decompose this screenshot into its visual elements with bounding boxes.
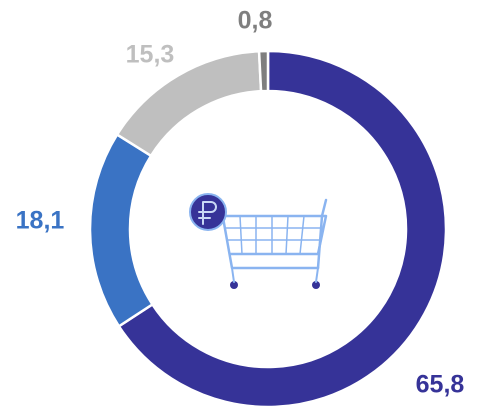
- data-label: 15,3: [126, 41, 175, 69]
- donut-segment: [117, 49, 448, 409]
- data-label: 18,1: [16, 207, 65, 235]
- data-label: 0,8: [238, 7, 273, 35]
- donut-segment: [257, 49, 270, 93]
- donut-segment: [88, 132, 155, 328]
- data-label: 65,8: [416, 371, 465, 399]
- cart-icon: [189, 193, 328, 289]
